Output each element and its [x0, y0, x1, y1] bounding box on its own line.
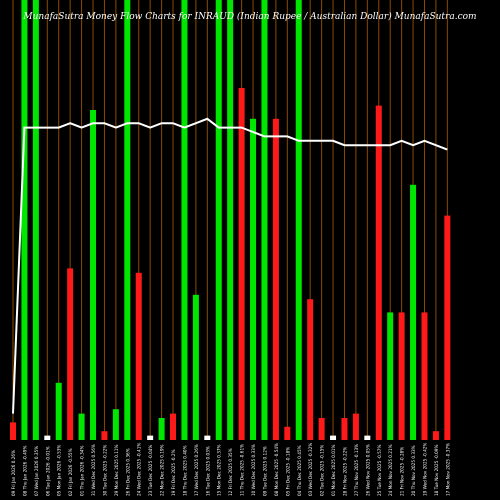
x-tick-label: 12 Fri Dec 2025 0.35%	[228, 448, 233, 496]
bar-red	[307, 299, 314, 440]
x-tick-label: 16 Tue Dec 2025 0.03%	[205, 446, 210, 496]
x-tick-label: 25 Tue Nov 2025 -0.57%	[377, 445, 382, 496]
bar-green	[55, 382, 62, 440]
x-tick-label: 08 Mon Dec 2025 -0.54%	[274, 443, 279, 496]
bar-white	[147, 435, 154, 440]
bar-green	[78, 413, 85, 440]
x-tick-label: 24 Wed Dec 2025 -0.41%	[137, 443, 142, 496]
bar-green	[387, 312, 394, 440]
flow-line	[12, 117, 448, 414]
x-tick-label: 08 Thu Jan 2026 -0.49%	[22, 446, 27, 496]
bar-red	[238, 88, 245, 440]
x-tick-label: 02 Fri Jan 2026 -0.55%	[68, 448, 73, 496]
bar-green	[90, 110, 97, 440]
bar-green	[124, 0, 131, 440]
x-tick-label: 03 Wed Dec 2025 -0.32%	[308, 443, 313, 496]
bar-red	[421, 312, 428, 440]
bar-green	[227, 0, 234, 440]
x-tick-label: 18 Thu Dec 2025 0.40%	[182, 445, 187, 496]
x-tick-label: 24 Mon Nov 2025 0.21%	[388, 444, 393, 496]
chart-title: MunafaSutra Money Flow Charts for INRAUD…	[23, 12, 477, 22]
bar-green	[32, 0, 39, 440]
bar-green	[112, 409, 119, 440]
bar-green	[21, 0, 28, 440]
bar-red	[135, 272, 142, 440]
bar-green	[410, 184, 417, 440]
bar-green	[250, 118, 257, 441]
x-tick-label: 05 Fri Dec 2025 -0.18%	[285, 447, 290, 496]
x-tick-label: 19 Wed Nov 2025 -0.42%	[422, 443, 427, 496]
bar-red	[101, 431, 108, 440]
x-tick-label: 09 Fri Jan 2026 0.26%	[11, 450, 16, 496]
x-tick-label: 11 Thu Dec 2025 -0.61%	[240, 444, 245, 496]
x-tick-label: 28 Fri Nov 2025 -0.22%	[342, 447, 347, 496]
x-tick-label: 10 Wed Dec 2025 0.33%	[251, 444, 256, 496]
bar-red	[444, 215, 451, 440]
x-tick-label: 15 Mon Dec 2025 0.37%	[217, 444, 222, 496]
x-tick-label: 19 Fri Dec 2025 -0.2%	[171, 449, 176, 496]
bar-green	[215, 0, 222, 440]
bar-red	[284, 426, 291, 440]
bar-green	[181, 0, 188, 440]
x-tick-label: 01 Thu Jan 2026 -0.34%	[80, 446, 85, 496]
bar-green	[158, 418, 165, 440]
bar-red	[10, 422, 16, 440]
x-tick-label: 27 Thu Nov 2025 -0.13%	[354, 444, 359, 496]
bar-white	[204, 435, 211, 440]
x-tick-label: 29 Mon Dec 2025 0.11%	[114, 444, 119, 496]
x-tick-label: 04 Thu Dec 2025 0.45%	[297, 445, 302, 496]
line-layer	[12, 117, 448, 414]
x-tick-label: 21 Fri Nov 2025 -0.28%	[400, 447, 405, 496]
bar-red	[170, 413, 177, 440]
bars	[10, 0, 451, 441]
bar-red	[375, 105, 382, 440]
x-tick-label: 17 Wed Dec 2025 0.26%	[194, 444, 199, 496]
x-tick-label: 18 Tue Nov 2025 -0.09%	[434, 445, 439, 496]
x-tick-label: 30 Tue Dec 2025 -0.22%	[102, 445, 107, 496]
x-tick-label: 22 Mon Dec 2025 0.19%	[160, 444, 165, 496]
x-tick-label: 20 Thu Nov 2025 0.33%	[411, 445, 416, 496]
x-tick-label: 06 Tue Jan 2026 -0.01%	[45, 446, 50, 496]
x-tick-label: 09 Tue Dec 2025 0.12%	[262, 446, 267, 496]
x-tick-label: 17 Mon Nov 2025 -0.37%	[445, 443, 450, 496]
x-tick-label: 07 Wed Jan 2026 0.35%	[34, 446, 39, 496]
bar-white	[44, 435, 51, 440]
x-tick-label: 26 Fri Dec 2025 0.36%	[125, 448, 130, 496]
x-tick-label: 23 Tue Dec 2025 -0.04%	[148, 445, 153, 496]
bar-white	[330, 435, 337, 440]
x-tick-label: 31 Wed Dec 2025 0.56%	[91, 444, 96, 496]
bar-red	[432, 431, 439, 440]
bar-red	[272, 118, 279, 441]
bar-green	[261, 0, 268, 440]
x-tick-label: 26 Wed Nov 2025 0.05%	[365, 444, 370, 496]
bar-red	[67, 268, 74, 440]
bar-red	[398, 312, 405, 440]
bar-red	[352, 413, 359, 440]
x-tick-label: 02 Tue Dec 2025 -0.15%	[320, 445, 325, 496]
bar-white	[364, 435, 371, 440]
x-tick-labels: 09 Fri Jan 2026 0.26% 08 Thu Jan 2026 -0.…	[11, 443, 450, 496]
bar-red	[341, 418, 348, 440]
bar-red	[318, 418, 325, 440]
x-tick-label: 01 Mon Dec 2025 0.01%	[331, 444, 336, 496]
bar-green	[192, 294, 199, 440]
bar-green	[295, 0, 302, 440]
x-tick-label: 05 Mon Jan 2026 -0.53%	[57, 445, 62, 496]
